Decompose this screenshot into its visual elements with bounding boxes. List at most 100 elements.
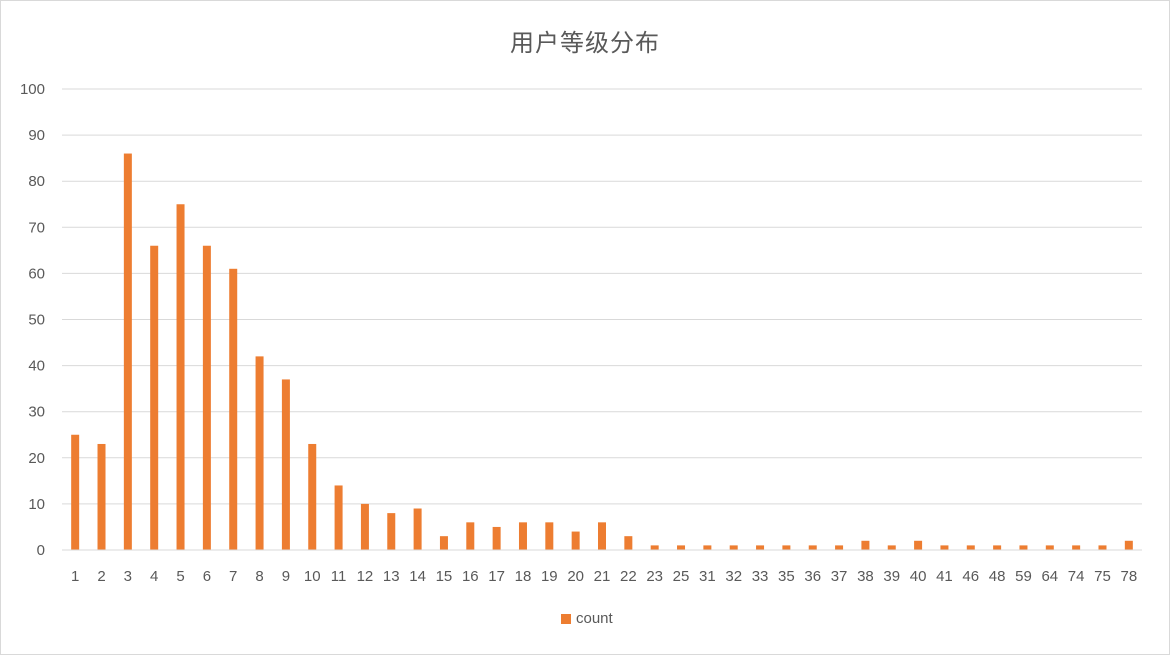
y-tick-label: 70: [28, 219, 45, 236]
bar-75: [1098, 545, 1107, 550]
x-tick-label: 46: [962, 568, 979, 585]
x-tick-label: 20: [567, 568, 584, 585]
bar-78: [1124, 540, 1133, 550]
y-tick-label: 10: [28, 496, 45, 513]
x-tick-label: 75: [1094, 568, 1111, 585]
bar-14: [413, 508, 422, 550]
x-tick-label: 15: [436, 568, 453, 585]
x-tick-label: 33: [752, 568, 769, 585]
x-tick-label: 41: [936, 568, 953, 585]
bar-35: [782, 545, 791, 550]
x-tick-label: 78: [1120, 568, 1137, 585]
x-tick-label: 8: [255, 568, 263, 585]
bar-9: [281, 379, 290, 550]
x-tick-label: 1: [71, 568, 79, 585]
bar-16: [466, 522, 475, 550]
legend-label: count: [576, 610, 613, 627]
x-tick-label: 64: [1041, 568, 1058, 585]
bar-3: [123, 153, 132, 551]
bar-25: [677, 545, 686, 550]
bar-12: [360, 503, 369, 550]
x-tick-label: 59: [1015, 568, 1032, 585]
bar-22: [624, 536, 633, 550]
bar-8: [255, 356, 264, 550]
bar-6: [202, 245, 211, 551]
x-tick-label: 74: [1068, 568, 1085, 585]
y-tick-label: 40: [28, 358, 45, 375]
x-tick-label: 25: [673, 568, 690, 585]
bar-46: [966, 545, 975, 550]
bar-41: [940, 545, 949, 550]
x-tick-label: 11: [331, 568, 347, 585]
y-tick-label: 20: [28, 450, 45, 467]
x-tick-label: 40: [910, 568, 927, 585]
x-tick-label: 18: [515, 568, 532, 585]
x-tick-label: 13: [383, 568, 400, 585]
bar-5: [176, 204, 185, 550]
legend-swatch: [561, 613, 571, 624]
bar-36: [808, 545, 817, 550]
y-tick-label: 100: [20, 81, 45, 98]
x-tick-label: 10: [304, 568, 321, 585]
y-tick-label: 80: [28, 173, 45, 190]
gridlines: [62, 88, 1142, 505]
bar-32: [729, 545, 738, 550]
x-tick-label: 9: [282, 568, 290, 585]
bars: [71, 153, 1133, 551]
x-tick-label: 21: [594, 568, 611, 585]
bar-15: [439, 536, 448, 550]
bar-23: [650, 545, 659, 550]
bar-48: [993, 545, 1002, 550]
bar-31: [703, 545, 712, 550]
x-tick-label: 6: [203, 568, 211, 585]
x-tick-label: 5: [176, 568, 184, 585]
legend: count: [561, 610, 613, 627]
x-tick-label: 19: [541, 568, 558, 585]
x-tick-label: 39: [883, 568, 900, 585]
x-tick-label: 17: [488, 568, 505, 585]
x-tick-label: 3: [124, 568, 132, 585]
bar-10: [308, 443, 317, 550]
bar-37: [835, 545, 844, 550]
x-axis-ticks: 1 2 3 4 5 6 7 8 9 10 11 12 13 14 15 16 17 18 19 20 21 22 23 25 3…: [71, 568, 1137, 585]
x-tick-label: 35: [778, 568, 795, 585]
x-tick-label: 31: [699, 568, 716, 585]
bar-40: [914, 540, 923, 550]
bar-2: [97, 443, 106, 550]
bar-21: [598, 522, 606, 550]
bar-38: [861, 540, 870, 550]
x-tick-label: 36: [804, 568, 821, 585]
bar-39: [887, 545, 896, 550]
bar-1: [71, 434, 80, 550]
y-axis-ticks: 0 10 20 30 40 50 60 70 80 90 100: [20, 81, 45, 559]
x-tick-label: 12: [357, 568, 374, 585]
bar-19: [545, 522, 554, 550]
x-tick-label: 22: [620, 568, 637, 585]
bar-74: [1072, 545, 1081, 550]
bar-7: [229, 268, 238, 550]
x-tick-label: 16: [462, 568, 479, 585]
y-tick-label: 30: [28, 404, 45, 421]
bar-17: [492, 526, 501, 550]
x-tick-label: 32: [725, 568, 742, 585]
x-tick-label: 4: [150, 568, 158, 585]
bar-64: [1045, 545, 1054, 550]
bar-20: [571, 531, 580, 550]
chart-title: 用户等级分布: [510, 29, 660, 57]
y-tick-label: 0: [37, 542, 45, 559]
bar-13: [387, 513, 396, 550]
bar-18: [518, 522, 527, 550]
x-tick-label: 48: [989, 568, 1006, 585]
x-tick-label: 7: [229, 568, 237, 585]
x-tick-label: 23: [646, 568, 663, 585]
x-tick-label: 14: [409, 568, 426, 585]
y-tick-label: 90: [28, 127, 45, 144]
bar-33: [756, 545, 765, 550]
x-tick-label: 37: [831, 568, 848, 585]
x-tick-label: 2: [97, 568, 105, 585]
bar-59: [1019, 545, 1028, 550]
y-tick-label: 50: [28, 312, 45, 329]
x-tick-label: 38: [857, 568, 874, 585]
